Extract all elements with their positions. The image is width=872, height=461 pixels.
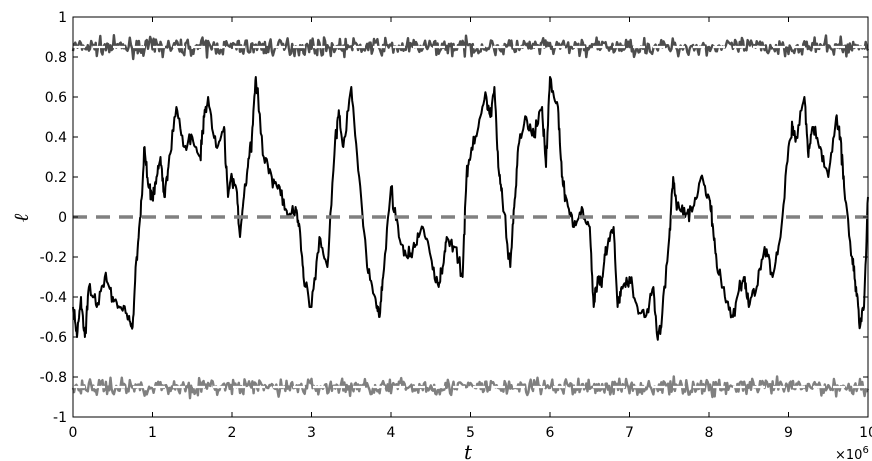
x-tick-label: 4	[387, 425, 396, 441]
x-tick-label: 8	[705, 425, 714, 441]
y-tick-label: 0	[58, 210, 67, 226]
x-axis-label: t	[464, 440, 473, 461]
x-tick-label: 1	[148, 425, 157, 441]
x-tick-label: 3	[307, 425, 316, 441]
y-tick-label: -0.6	[40, 330, 67, 346]
x-tick-label: 0	[69, 425, 78, 441]
y-tick-label: 0.4	[45, 130, 67, 146]
y-tick-label: 0.2	[45, 170, 67, 186]
x-tick-label: 10	[859, 425, 872, 441]
y-axis-label: ℓ	[9, 213, 33, 222]
y-tick-label: -0.4	[40, 290, 67, 306]
x-axis-multiplier-base: ×10	[835, 448, 862, 461]
y-tick-label: -0.8	[40, 370, 67, 386]
y-tick-label: -1	[53, 410, 67, 426]
main-series-0	[72, 76, 869, 341]
x-tick-label: 2	[228, 425, 237, 441]
x-tick-label: 5	[466, 425, 475, 441]
x-tick-label: 7	[625, 425, 634, 441]
band-series-0	[71, 34, 870, 61]
x-axis-multiplier-exponent: 6	[862, 445, 868, 456]
axes: 0 1 2 3 4 5 6 7 8 9 10 -1 -0.8 -0.6 -0.4 -0.2 0 0.2 0.4 0.6…	[40, 10, 872, 441]
plot-area	[71, 34, 870, 400]
y-tick-label: 0.8	[45, 50, 67, 66]
y-tick-label: 0.6	[45, 90, 67, 106]
y-tick-label: 1	[58, 10, 67, 26]
x-tick-label: 9	[784, 425, 793, 441]
x-axis-multiplier: ×106	[835, 445, 869, 461]
band-series-1	[71, 375, 870, 400]
x-tick-label: 6	[546, 425, 555, 441]
y-tick-label: -0.2	[40, 250, 67, 266]
